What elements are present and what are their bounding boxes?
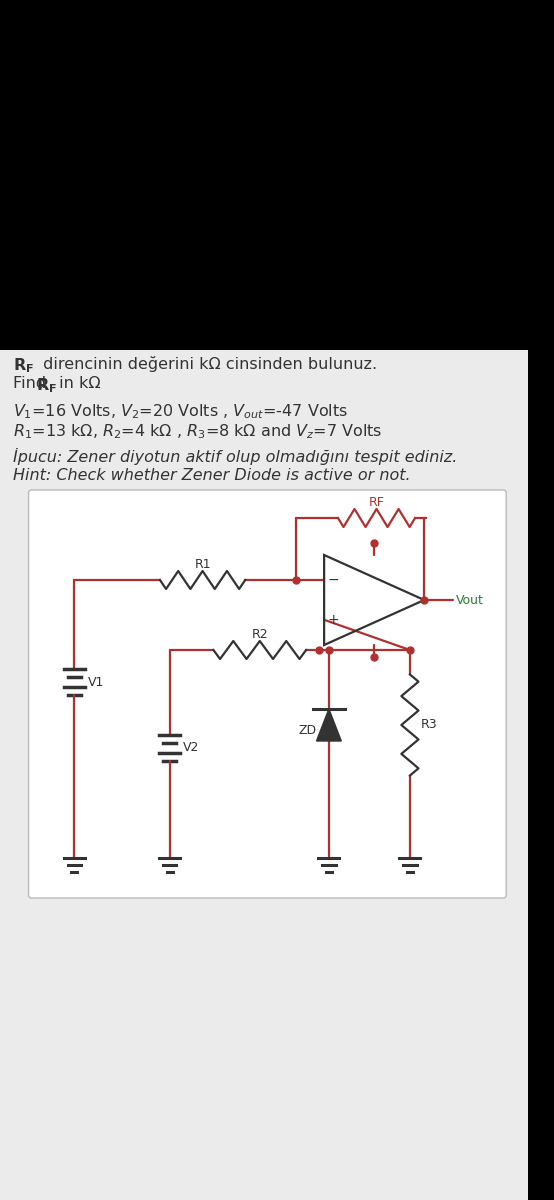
Text: −: − — [328, 574, 340, 587]
Text: V1: V1 — [88, 676, 104, 689]
Text: V2: V2 — [183, 740, 199, 754]
Bar — [0, 350, 528, 1200]
Text: +: + — [328, 613, 340, 626]
Text: Vout: Vout — [456, 594, 484, 606]
Text: $V_1$=16 Volts, $V_2$=20 Volts , $V_{out}$=-47 Volts: $V_1$=16 Volts, $V_2$=20 Volts , $V_{out… — [13, 402, 348, 421]
Text: $\mathbf{R_F}$: $\mathbf{R_F}$ — [36, 376, 57, 395]
Text: R2: R2 — [252, 629, 268, 642]
Text: $\mathbf{R_F}$: $\mathbf{R_F}$ — [13, 356, 34, 374]
Text: $R_1$=13 kΩ, $R_2$=4 kΩ , $R_3$=8 kΩ and $V_z$=7 Volts: $R_1$=13 kΩ, $R_2$=4 kΩ , $R_3$=8 kΩ and… — [13, 422, 383, 440]
Text: Find: Find — [13, 376, 52, 391]
Text: ZD: ZD — [299, 724, 317, 737]
Text: direncinin değerini kΩ cinsinden bulunuz.: direncinin değerini kΩ cinsinden bulunuz… — [38, 356, 377, 372]
Polygon shape — [316, 709, 341, 740]
Text: R1: R1 — [194, 558, 211, 571]
Text: Hint: Check whether Zener Diode is active or not.: Hint: Check whether Zener Diode is activ… — [13, 468, 411, 482]
Bar — [0, 0, 528, 350]
FancyBboxPatch shape — [29, 490, 506, 898]
Text: in kΩ: in kΩ — [54, 376, 101, 391]
Text: R3: R3 — [420, 719, 437, 732]
Text: RF: RF — [368, 497, 384, 510]
Text: İpucu: Zener diyotun aktif olup olmadığını tespit ediniz.: İpucu: Zener diyotun aktif olup olmadığı… — [13, 448, 458, 466]
